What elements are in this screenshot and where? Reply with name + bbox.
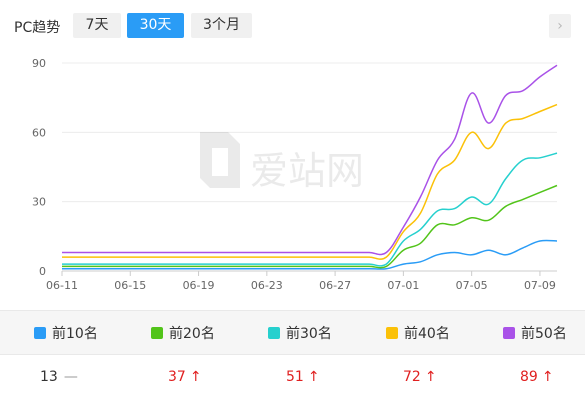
series-line-4 bbox=[62, 103, 558, 260]
summary-value: 13 bbox=[40, 369, 58, 385]
legend-item-top20[interactable]: 前20名 bbox=[151, 323, 215, 343]
x-tick-label: 07-09 bbox=[524, 279, 556, 292]
trend-header: PC趋势 7天 30天 3个月 › bbox=[0, 0, 585, 52]
legend-label: 前20名 bbox=[169, 326, 215, 342]
tab-7-days[interactable]: 7天 bbox=[73, 13, 121, 38]
legend-label: 前50名 bbox=[521, 326, 567, 342]
watermark: 爱站网 bbox=[200, 132, 364, 193]
panel-title: PC趋势 bbox=[14, 20, 61, 36]
flat-trend-icon: — bbox=[63, 369, 78, 385]
x-tick-label: 06-27 bbox=[319, 279, 351, 292]
chevron-right-icon: › bbox=[557, 18, 563, 34]
series-line-2 bbox=[61, 184, 558, 269]
summary-top40: 72 ↑ bbox=[403, 369, 437, 385]
summary-top30: 51 ↑ bbox=[286, 369, 320, 385]
series-line-5 bbox=[62, 64, 558, 256]
x-axis-ticks: 06-11 06-15 06-19 06-23 06-27 07-01 07-05 07-09 bbox=[46, 271, 556, 292]
y-tick-label: 90 bbox=[32, 57, 46, 70]
legend-swatch bbox=[503, 327, 515, 339]
legend-label: 前40名 bbox=[404, 326, 450, 342]
summary-value: 51 bbox=[286, 369, 304, 385]
legend: 前10名 前20名 前30名 前40名 前50名 bbox=[0, 310, 585, 355]
summary-top50: 89 ↑ bbox=[520, 369, 554, 385]
series-line-3 bbox=[62, 152, 558, 267]
legend-swatch bbox=[268, 327, 280, 339]
aizhan-logo-icon bbox=[200, 132, 240, 188]
series-lines bbox=[61, 64, 558, 270]
up-arrow-icon: ↑ bbox=[424, 369, 437, 385]
legend-item-top30[interactable]: 前30名 bbox=[268, 323, 332, 343]
legend-label: 前30名 bbox=[286, 326, 332, 342]
x-tick-label: 06-19 bbox=[183, 279, 215, 292]
legend-item-top10[interactable]: 前10名 bbox=[34, 323, 98, 343]
series-line-1 bbox=[62, 239, 558, 270]
legend-label: 前10名 bbox=[52, 326, 98, 342]
y-tick-label: 60 bbox=[32, 126, 46, 139]
grid-lines bbox=[62, 62, 557, 272]
watermark-text: 爱站网 bbox=[250, 149, 364, 193]
y-tick-label: 0 bbox=[39, 265, 46, 278]
summary-top20: 37 ↑ bbox=[168, 369, 202, 385]
up-arrow-icon: ↑ bbox=[189, 369, 202, 385]
up-arrow-icon: ↑ bbox=[307, 369, 320, 385]
trend-chart: 爱站网 0 30 60 90 06-11 06-15 06-19 06-23 06-27 07-… bbox=[32, 57, 558, 292]
x-tick-label: 06-23 bbox=[251, 279, 283, 292]
legend-swatch bbox=[386, 327, 398, 339]
x-tick-label: 06-15 bbox=[114, 279, 146, 292]
legend-swatch bbox=[34, 327, 46, 339]
next-button[interactable]: › bbox=[549, 14, 571, 38]
y-axis-ticks: 0 30 60 90 bbox=[32, 57, 46, 278]
tab-30-days[interactable]: 30天 bbox=[127, 13, 184, 38]
legend-item-top50[interactable]: 前50名 bbox=[503, 323, 567, 343]
tab-3-months[interactable]: 3个月 bbox=[191, 13, 252, 38]
x-tick-label: 07-01 bbox=[387, 279, 419, 292]
legend-item-top40[interactable]: 前40名 bbox=[386, 323, 450, 343]
summary-value: 72 bbox=[403, 369, 421, 385]
legend-swatch bbox=[151, 327, 163, 339]
up-arrow-icon: ↑ bbox=[541, 369, 554, 385]
summary-value: 89 bbox=[520, 369, 538, 385]
x-tick-label: 06-11 bbox=[46, 279, 78, 292]
summary-top10: 13 — bbox=[40, 369, 78, 385]
x-tick-label: 07-05 bbox=[456, 279, 488, 292]
summary-values: 13— 37 ↑ 51 ↑ 72 ↑ 89 ↑ bbox=[0, 356, 585, 400]
summary-value: 37 bbox=[168, 369, 186, 385]
y-tick-label: 30 bbox=[32, 196, 46, 209]
